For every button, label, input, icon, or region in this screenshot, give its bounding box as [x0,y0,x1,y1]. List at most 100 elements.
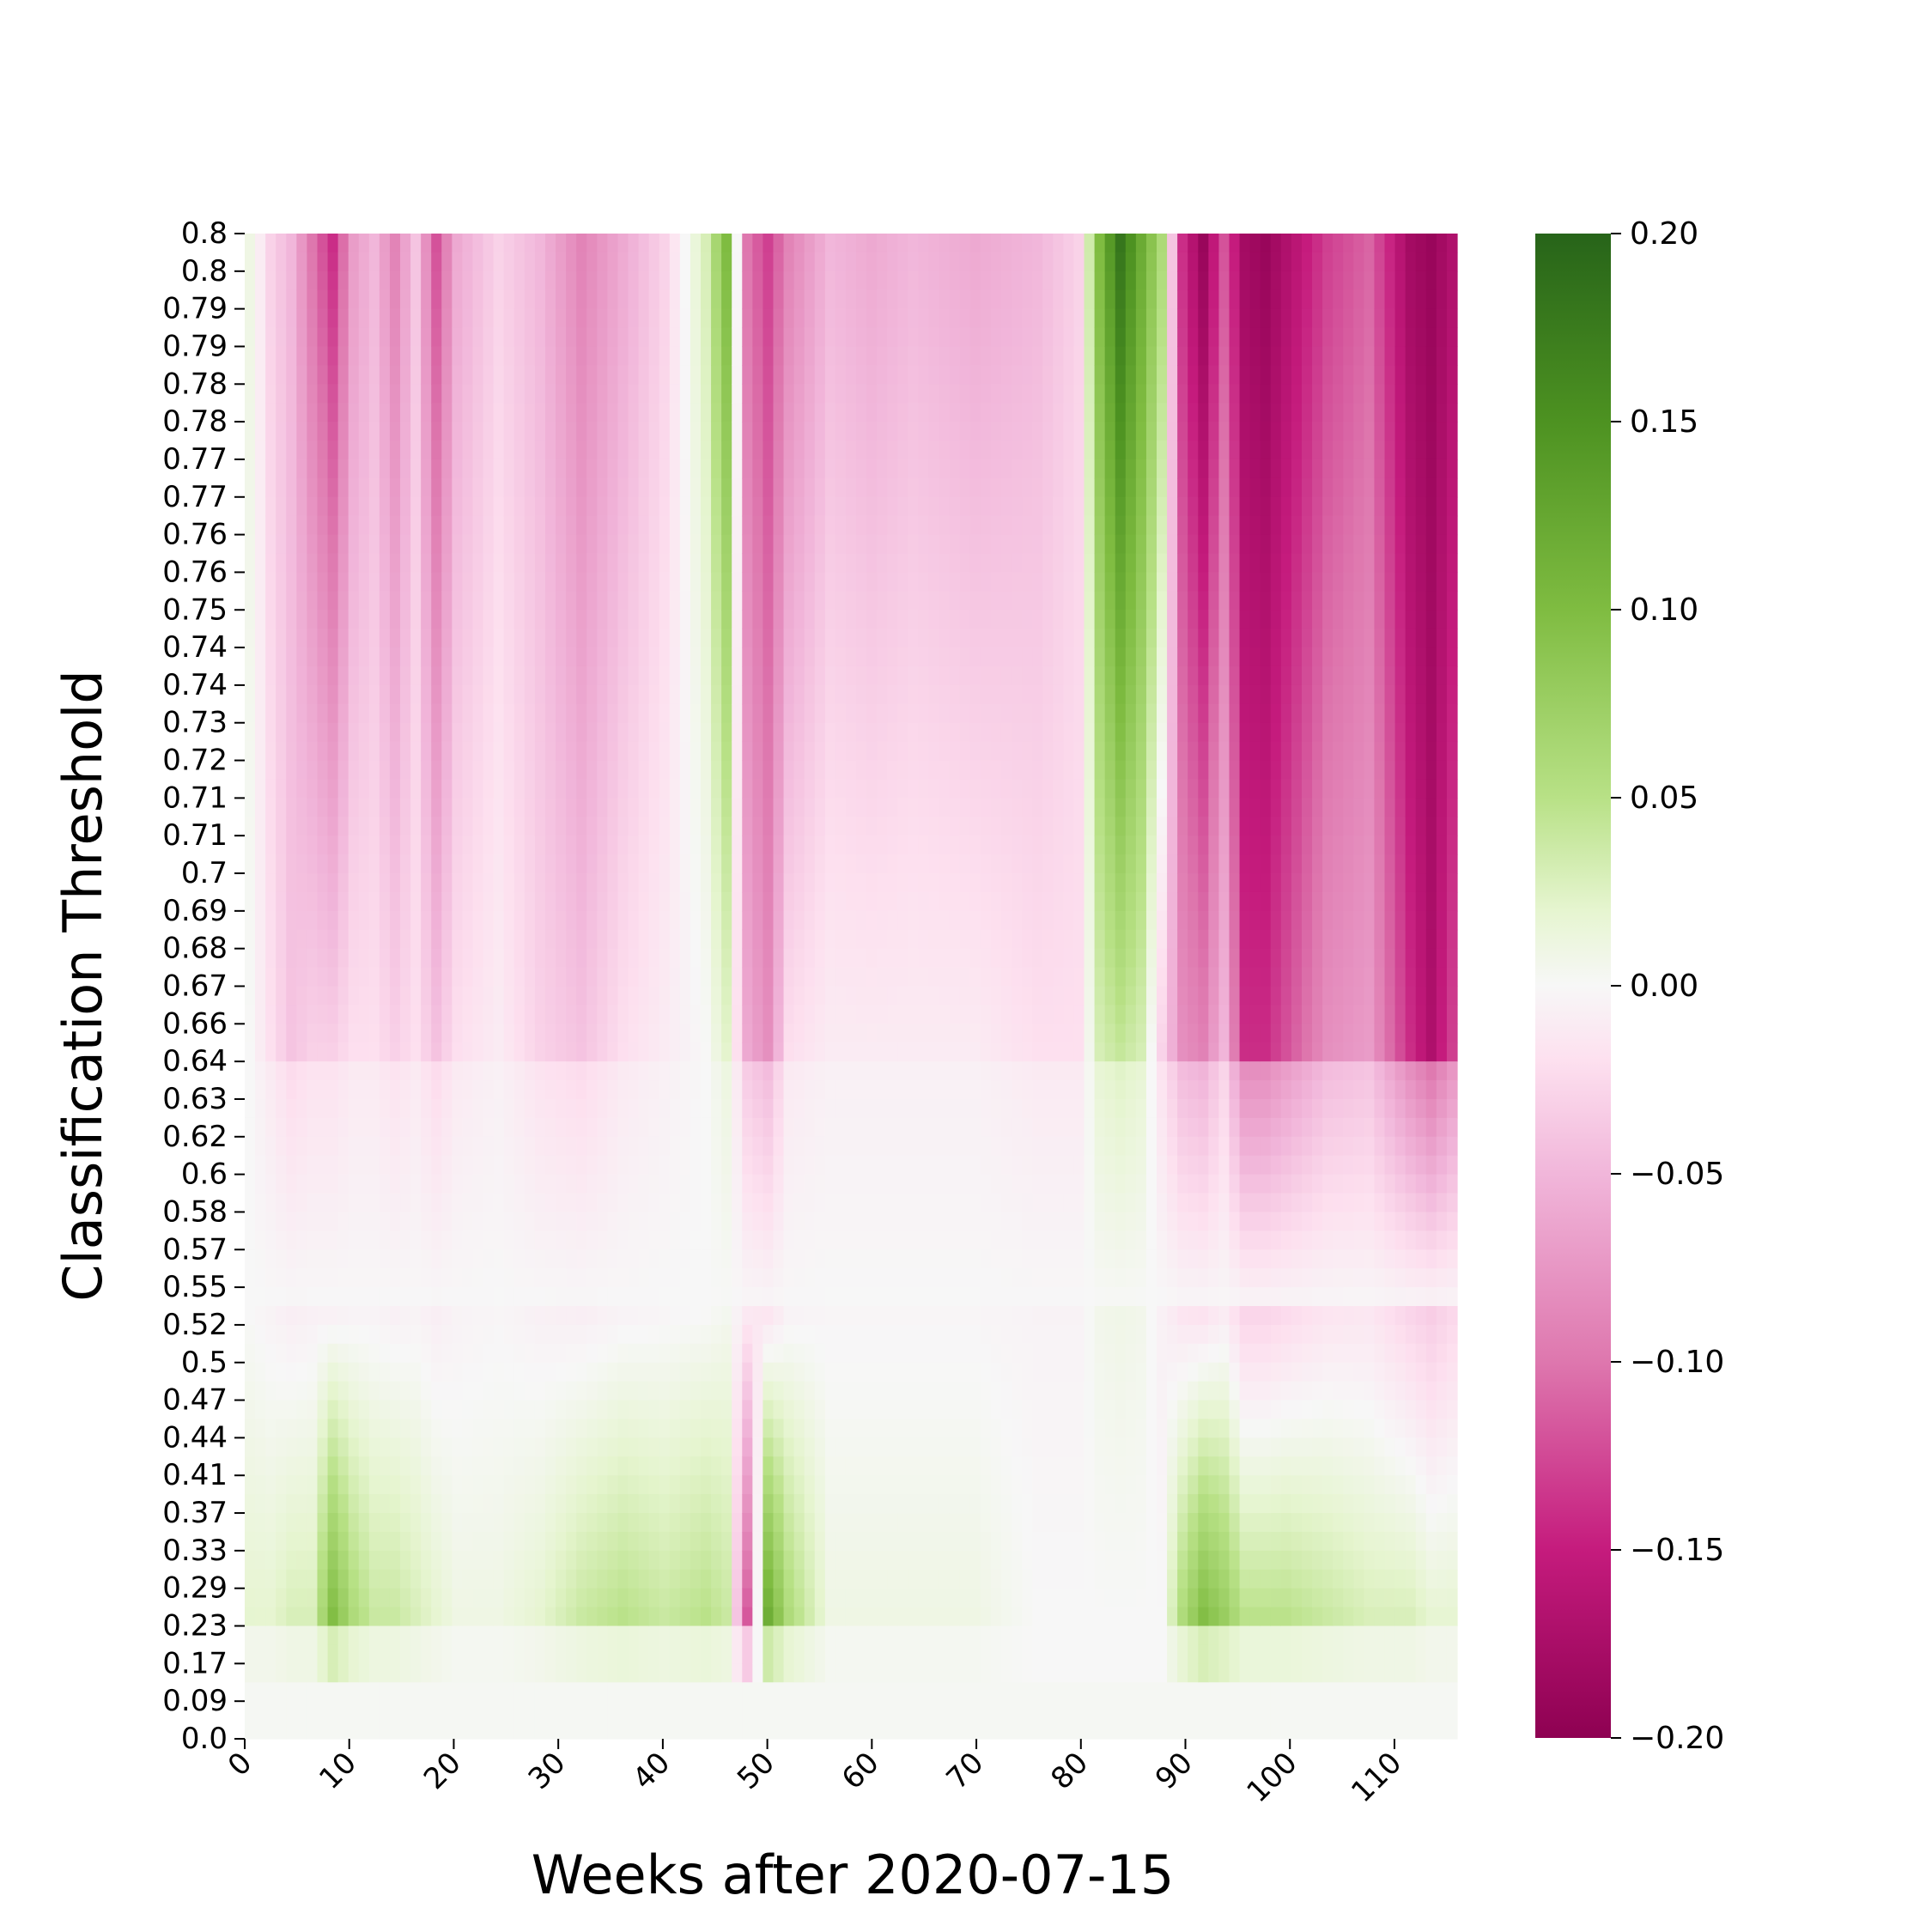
heatmap-cell [669,948,681,969]
heatmap-cell [762,1475,775,1495]
heatmap-cell [638,1437,650,1457]
heatmap-cell [245,1362,256,1382]
heatmap-cell [701,422,712,441]
heatmap-cell [286,403,297,422]
heatmap-cell [462,1343,474,1364]
heatmap-cell [566,798,577,817]
heatmap-cell [368,1061,380,1081]
heatmap-cell [534,1287,546,1307]
heatmap-cell [410,289,422,310]
heatmap-cell [317,252,329,272]
heatmap-cell [835,1268,847,1288]
heatmap-cell [462,440,474,460]
heatmap-cell [513,477,526,498]
heatmap-cell [441,1117,453,1138]
heatmap-cell [556,929,567,950]
heatmap-cell [607,1098,619,1119]
heatmap-cell [462,270,474,291]
heatmap-cell [742,1343,753,1364]
heatmap-cell [732,365,743,385]
heatmap-cell [368,1174,380,1194]
heatmap-cell [462,1437,474,1457]
heatmap-cell [379,1193,391,1213]
heatmap-cell [556,684,567,705]
heatmap-cell [793,1682,805,1702]
heatmap-cell [389,234,401,253]
heatmap-cell [389,1494,401,1514]
heatmap-cell [534,1588,546,1608]
heatmap-cell [824,1174,836,1194]
heatmap-cell [379,1550,391,1571]
heatmap-cell [286,910,297,931]
heatmap-cell [824,496,836,517]
heatmap-cell [783,1080,795,1100]
heatmap-cell [452,1720,464,1740]
heatmap-cell [337,1531,349,1552]
heatmap-cell [245,722,256,743]
heatmap-cell [877,1475,888,1495]
heatmap-cell [421,703,432,724]
heatmap-cell [255,647,266,667]
heatmap-cell [400,515,411,536]
heatmap-cell [503,929,515,950]
heatmap-cell [255,1588,266,1608]
heatmap-cell [762,1061,775,1081]
heatmap-cell [286,422,297,441]
heatmap-cell [576,779,587,799]
heatmap-cell [566,1550,577,1571]
heatmap-cell [472,1437,484,1457]
heatmap-cell [307,496,319,517]
heatmap-cell [327,1550,339,1571]
heatmap-cell [762,610,775,629]
heatmap-cell [441,346,453,366]
heatmap-cell [462,1550,474,1571]
heatmap-cell [742,289,753,310]
heatmap-cell [307,647,319,667]
heatmap-cell [452,234,464,253]
heatmap-cell [804,1437,816,1457]
heatmap-cell [566,346,577,366]
heatmap-cell [773,1701,785,1721]
heatmap-cell [534,1569,546,1589]
heatmap-cell [877,346,888,366]
heatmap-cell [358,440,370,460]
heatmap-cell [783,1588,795,1608]
heatmap-cell [576,308,587,329]
heatmap-cell [648,1663,660,1683]
heatmap-cell [701,1437,712,1457]
heatmap-cell [503,1193,515,1213]
heatmap-cell [732,270,743,291]
heatmap-cell [835,234,847,253]
heatmap-cell [265,1324,276,1345]
heatmap-cell [793,459,805,479]
heatmap-cell [513,1475,526,1495]
heatmap-cell [576,384,587,404]
heatmap-cell [348,1550,360,1571]
heatmap-cell [659,1588,671,1608]
heatmap-cell [255,1494,266,1514]
heatmap-cell [265,1682,276,1702]
heatmap-cell [648,1117,660,1138]
heatmap-cell [421,647,432,667]
heatmap-cell [245,1136,256,1157]
heatmap-cell [286,1306,297,1326]
heatmap-cell [410,722,422,743]
heatmap-cell [762,1682,775,1702]
heatmap-cell [348,477,360,498]
heatmap-cell [379,610,391,629]
heatmap-cell [617,817,629,836]
heatmap-cell [245,384,256,404]
heatmap-cell [265,1117,276,1138]
heatmap-cell [597,1117,608,1138]
heatmap-cell [317,684,329,705]
heatmap-cell [379,1494,391,1514]
heatmap-cell [690,873,702,893]
heatmap-cell [389,891,401,912]
heatmap-cell [628,1042,640,1062]
heatmap-cell [597,1249,608,1269]
heatmap-cell [607,1362,619,1382]
heatmap-cell [255,496,266,517]
heatmap-cell [877,553,888,574]
heatmap-cell [856,779,867,799]
heatmap-cell [845,1042,857,1062]
